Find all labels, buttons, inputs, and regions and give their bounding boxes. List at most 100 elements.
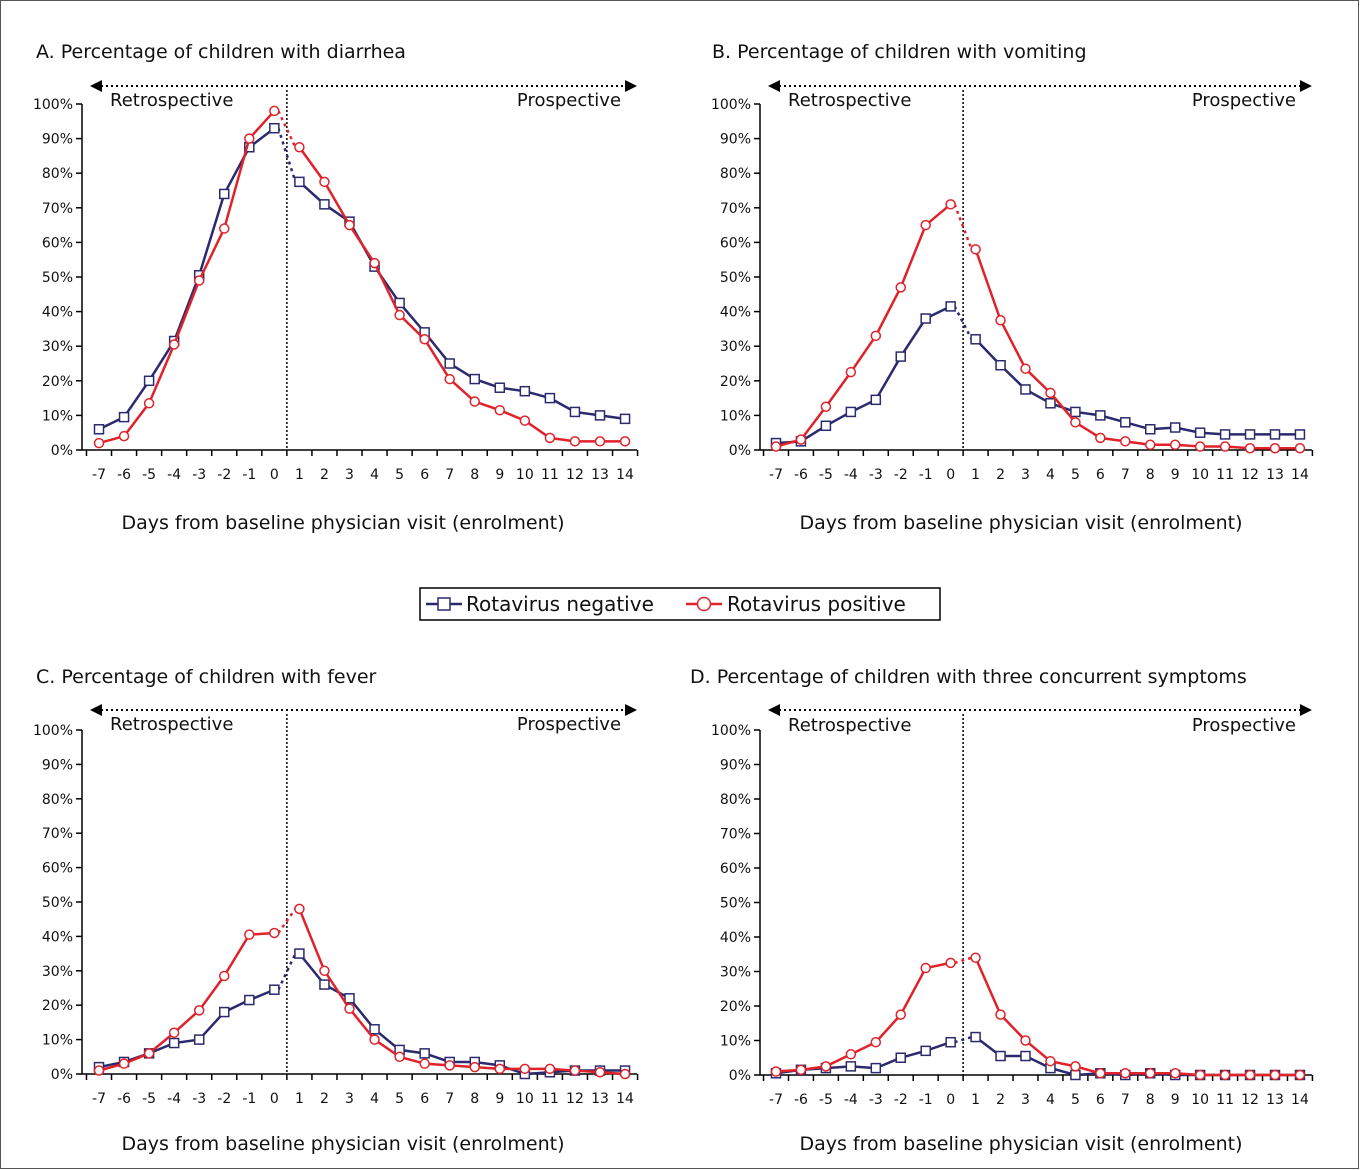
data-point-positive: [1244, 443, 1256, 454]
y-tick-label: 0%: [729, 443, 751, 459]
data-point-negative: [945, 1036, 956, 1048]
data-point-positive: [544, 432, 556, 444]
x-tick-label: 4: [370, 1091, 379, 1107]
x-tick-label: -3: [869, 1092, 883, 1108]
data-point-positive: [444, 373, 455, 385]
legend-label-positive: Rotavirus positive: [727, 592, 906, 616]
data-point-positive: [519, 1063, 531, 1075]
y-tick-label: 10%: [720, 408, 751, 424]
x-tick-label: 10: [516, 1091, 534, 1107]
data-point-negative: [845, 406, 857, 418]
x-tick-label: 12: [1241, 467, 1259, 483]
data-point-positive: [1194, 441, 1206, 452]
data-point-positive: [845, 366, 857, 378]
x-tick-label: -6: [117, 467, 131, 483]
x-axis-label: Days from baseline physician visit (enro…: [799, 512, 1242, 534]
data-point-negative: [143, 375, 155, 387]
data-point-positive: [1294, 443, 1306, 454]
data-point-positive: [168, 339, 180, 350]
x-tick-label: -4: [167, 1091, 181, 1107]
data-point-negative: [219, 1006, 230, 1018]
data-point-positive: [1145, 439, 1156, 451]
x-tick-label: 9: [495, 1091, 504, 1107]
data-point-positive: [594, 1067, 606, 1078]
data-point-positive: [1169, 439, 1181, 451]
series-line-positive-retrospective: [98, 110, 276, 445]
x-tick-label: 1: [971, 1092, 980, 1108]
y-tick-label: 50%: [42, 270, 73, 286]
chart-title: A. Percentage of children with diarrhea: [36, 41, 406, 63]
arrowhead-right: [625, 80, 638, 92]
data-point-positive: [93, 1065, 105, 1076]
data-point-positive: [619, 436, 631, 447]
y-tick-label: 40%: [42, 929, 73, 945]
data-point-positive: [294, 142, 305, 153]
y-tick-label: 40%: [720, 305, 751, 321]
data-point-negative: [995, 1050, 1006, 1062]
x-tick-label: -1: [919, 1092, 933, 1108]
data-point-positive: [870, 1036, 882, 1048]
data-point-positive: [845, 1049, 857, 1060]
data-point-negative: [419, 1048, 430, 1059]
data-point-negative: [1169, 422, 1181, 433]
x-tick-label: 11: [541, 1091, 559, 1107]
data-point-negative: [1294, 429, 1306, 440]
data-point-negative: [193, 1034, 205, 1045]
x-tick-label: 13: [591, 1091, 609, 1107]
data-point-negative: [369, 1024, 380, 1035]
data-point-positive: [444, 1060, 455, 1071]
data-point-positive: [569, 1065, 581, 1076]
x-tick-label: 4: [370, 467, 379, 483]
y-tick-label: 80%: [720, 792, 751, 808]
x-tick-label: -6: [117, 1091, 131, 1107]
chart-title: C. Percentage of children with fever: [36, 666, 377, 688]
data-point-positive: [344, 219, 355, 231]
data-point-negative: [619, 413, 631, 425]
x-tick-label: 6: [1096, 1092, 1105, 1108]
y-tick-label: 60%: [42, 235, 73, 251]
y-tick-label: 80%: [42, 792, 73, 808]
data-point-negative: [269, 984, 280, 995]
series-line-positive-prospective: [298, 908, 626, 1076]
data-point-positive: [118, 430, 130, 442]
y-tick-label: 90%: [720, 758, 751, 774]
data-point-negative: [820, 420, 832, 432]
retrospective-label: Retrospective: [788, 715, 911, 736]
data-point-positive: [193, 1005, 205, 1016]
data-point-positive: [419, 334, 430, 345]
data-point-negative: [1194, 427, 1206, 438]
x-tick-label: 9: [1171, 467, 1180, 483]
x-tick-label: 10: [1191, 467, 1209, 483]
data-point-negative: [1070, 1069, 1081, 1081]
data-point-negative: [970, 1031, 981, 1043]
data-point-negative: [1095, 410, 1106, 421]
data-point-negative: [920, 1045, 931, 1057]
data-point-negative: [920, 313, 931, 324]
x-tick-label: 12: [566, 1091, 584, 1107]
prospective-label: Prospective: [517, 90, 621, 111]
data-point-positive: [118, 1058, 130, 1069]
series-gap-positive: [953, 203, 973, 250]
x-tick-label: 0: [270, 1091, 279, 1107]
y-tick-label: 30%: [42, 964, 73, 980]
data-point-positive: [1070, 1061, 1081, 1072]
y-tick-label: 100%: [711, 97, 751, 113]
legend: Rotavirus negative Rotavirus positive: [419, 587, 941, 621]
data-point-positive: [319, 965, 330, 977]
y-tick-label: 100%: [33, 97, 73, 113]
x-tick-label: 0: [946, 1092, 955, 1108]
x-tick-label: 3: [345, 467, 354, 483]
data-point-positive: [920, 219, 931, 231]
x-tick-label: -2: [217, 467, 231, 483]
x-tick-label: 10: [516, 467, 534, 483]
data-point-negative: [519, 385, 531, 397]
x-tick-label: -7: [92, 1091, 106, 1107]
data-point-negative: [344, 993, 355, 1004]
x-tick-label: -1: [242, 1091, 256, 1107]
data-point-positive: [895, 282, 906, 293]
x-tick-label: 7: [1121, 467, 1130, 483]
x-tick-label: 2: [996, 467, 1005, 483]
data-point-positive: [1120, 1068, 1131, 1079]
data-point-positive: [1219, 441, 1231, 452]
y-tick-label: 40%: [720, 930, 751, 946]
